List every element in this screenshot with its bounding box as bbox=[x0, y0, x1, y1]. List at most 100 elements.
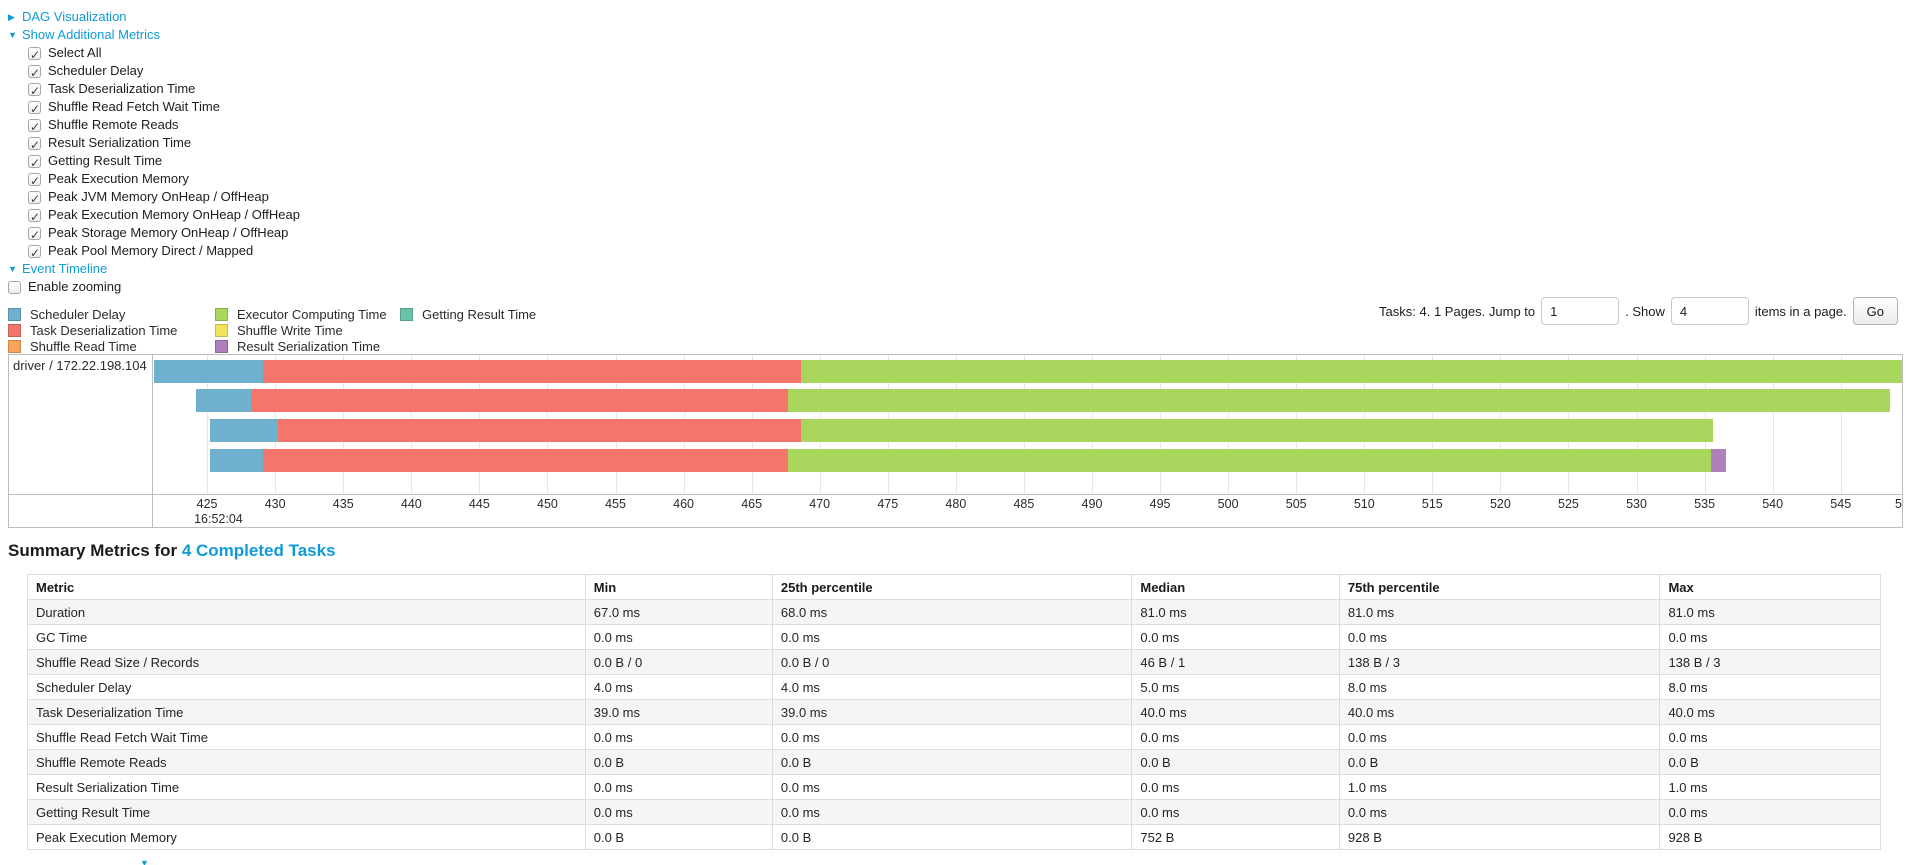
task-segment-scheduler-delay[interactable] bbox=[209, 449, 263, 472]
metric-value-cell: 0.0 ms bbox=[1338, 799, 1661, 825]
task-timeline-bar[interactable] bbox=[154, 419, 1902, 442]
executor-group-column: driver / 172.22.198.104 bbox=[9, 355, 153, 527]
metric-checkbox-row: Peak Pool Memory Direct / Mapped bbox=[8, 242, 300, 262]
axis-tick-label: 515 bbox=[1421, 497, 1443, 511]
metric-checkbox-checked[interactable] bbox=[28, 208, 41, 226]
legend-item: Getting Result Time bbox=[400, 306, 536, 322]
table-row: Peak Execution Memory 0.0 B 0.0 B 752 B 928 … bbox=[27, 824, 1881, 850]
metric-checkbox-checked[interactable] bbox=[28, 190, 41, 208]
metric-value-cell: 0.0 B bbox=[771, 824, 1133, 850]
axis-tick-label: 425 bbox=[196, 497, 218, 511]
legend-item-label: Executor Computing Time bbox=[237, 306, 387, 322]
event-timeline-label: Event Timeline bbox=[22, 261, 108, 276]
metric-value-cell: 0.0 ms bbox=[1659, 724, 1881, 750]
task-segment-task-deserialization[interactable] bbox=[250, 389, 789, 412]
axis-tick-label: 540 bbox=[1762, 497, 1784, 511]
items-per-page-input[interactable] bbox=[1670, 297, 1749, 325]
axis-tick-label: 510 bbox=[1353, 497, 1375, 511]
metric-name-cell: Getting Result Time bbox=[27, 799, 586, 825]
task-segment-executor-computing[interactable] bbox=[800, 360, 1902, 383]
table-row: Result Serialization Time 0.0 ms 0.0 ms 0.0… bbox=[27, 774, 1881, 800]
table-row: Shuffle Read Fetch Wait Time 0.0 ms 0.0 ms… bbox=[27, 724, 1881, 750]
show-additional-metrics-toggle[interactable]: ▼ Show Additional Metrics bbox=[8, 26, 300, 44]
executor-group-label: driver / 172.22.198.104 bbox=[13, 358, 147, 373]
completed-tasks-link[interactable]: 4 Completed Tasks bbox=[181, 541, 336, 560]
metrics-checkbox-list: Select All Scheduler Delay Task Deserializ… bbox=[8, 44, 300, 262]
legend-color-swatch bbox=[8, 339, 21, 353]
task-segment-task-deserialization[interactable] bbox=[262, 360, 801, 383]
metric-value-cell: 0.0 B bbox=[584, 749, 773, 775]
metric-checkbox-checked[interactable] bbox=[28, 244, 41, 262]
axis-tick-label: 490 bbox=[1081, 497, 1103, 511]
metric-checkbox-checked[interactable] bbox=[28, 100, 41, 118]
timeline-gridline bbox=[1772, 355, 1774, 494]
axis-tick-label: 470 bbox=[809, 497, 831, 511]
task-timeline-bar[interactable] bbox=[154, 449, 1902, 472]
task-segment-executor-computing[interactable] bbox=[788, 449, 1712, 472]
metric-checkbox-checked[interactable] bbox=[28, 172, 41, 190]
enable-zooming-checkbox[interactable] bbox=[8, 280, 21, 294]
go-button[interactable]: Go bbox=[1852, 297, 1898, 325]
metric-value-cell: 0.0 B bbox=[771, 749, 1133, 775]
task-segment-scheduler-delay[interactable] bbox=[196, 389, 251, 412]
axis-tick-label: 450 bbox=[536, 497, 558, 511]
task-segment-scheduler-delay[interactable] bbox=[154, 360, 263, 383]
metric-checkbox-label: Result Serialization Time bbox=[48, 135, 192, 150]
task-timeline-bar[interactable] bbox=[154, 389, 1902, 412]
metric-value-cell: 68.0 ms bbox=[771, 599, 1133, 625]
axis-tick-label: 445 bbox=[468, 497, 490, 511]
task-segment-executor-computing[interactable] bbox=[800, 419, 1713, 442]
metric-checkbox-label: Shuffle Read Fetch Wait Time bbox=[48, 99, 220, 114]
metric-name-cell: Task Deserialization Time bbox=[27, 699, 586, 725]
task-segment-task-deserialization[interactable] bbox=[277, 419, 801, 442]
task-segment-result-serialization[interactable] bbox=[1711, 449, 1727, 472]
cut-off-heading-text: ▃▃ bbox=[153, 859, 176, 865]
metric-checkbox-checked[interactable] bbox=[28, 64, 41, 82]
metric-checkbox-checked[interactable] bbox=[28, 136, 41, 154]
metric-value-cell: 138 B / 3 bbox=[1659, 649, 1881, 675]
axis-tick-label: 475 bbox=[877, 497, 899, 511]
metric-checkbox-checked[interactable] bbox=[28, 46, 41, 64]
cut-off-next-section: ▼ ▃▃ bbox=[140, 858, 370, 865]
timeline-plot-area bbox=[154, 355, 1902, 494]
legend-item-label: Shuffle Read Time bbox=[30, 338, 137, 354]
axis-tick-label: 435 bbox=[332, 497, 354, 511]
axis-tick-label: 440 bbox=[400, 497, 422, 511]
metric-checkbox-row: Shuffle Remote Reads bbox=[8, 116, 300, 136]
metric-value-cell: 138 B / 3 bbox=[1338, 649, 1661, 675]
event-timeline-toggle[interactable]: ▼ Event Timeline bbox=[8, 260, 300, 278]
task-segment-executor-computing[interactable] bbox=[788, 389, 1890, 412]
metric-checkbox-checked[interactable] bbox=[28, 82, 41, 100]
metric-value-cell: 928 B bbox=[1659, 824, 1881, 850]
metric-value-cell: 1.0 ms bbox=[1338, 774, 1661, 800]
metric-value-cell: 0.0 ms bbox=[584, 624, 773, 650]
column-header-median: Median bbox=[1131, 574, 1340, 600]
metric-checkbox-checked[interactable] bbox=[28, 118, 41, 136]
column-header-max: Max bbox=[1659, 574, 1881, 600]
table-row: Duration 67.0 ms 68.0 ms 81.0 ms 81.0 ms 81.0… bbox=[27, 599, 1881, 625]
metric-value-cell: 39.0 ms bbox=[584, 699, 773, 725]
dag-visualization-toggle[interactable]: ▶ DAG Visualization bbox=[8, 8, 300, 26]
metric-value-cell: 0.0 ms bbox=[1131, 774, 1340, 800]
column-header-25th-percentile: 25th percentile bbox=[771, 574, 1133, 600]
axis-tick-label: 535 bbox=[1694, 497, 1716, 511]
legend-color-swatch bbox=[8, 323, 21, 337]
axis-tick-label: 495 bbox=[1149, 497, 1171, 511]
metric-value-cell: 5.0 ms bbox=[1131, 674, 1340, 700]
metric-checkbox-checked[interactable] bbox=[28, 226, 41, 244]
metric-checkbox-checked[interactable] bbox=[28, 154, 41, 172]
task-segment-scheduler-delay[interactable] bbox=[209, 419, 278, 442]
chevron-right-icon: ▶ bbox=[8, 12, 15, 22]
legend-item: Shuffle Write Time bbox=[215, 322, 400, 338]
axis-tick-label: 525 bbox=[1558, 497, 1579, 511]
timeline-controls-panel: ▶ DAG Visualization ▼ Show Additional Me… bbox=[8, 8, 300, 296]
metric-value-cell: 81.0 ms bbox=[1131, 599, 1340, 625]
metric-value-cell: 0.0 B bbox=[1659, 749, 1881, 775]
jump-to-page-input[interactable] bbox=[1541, 297, 1620, 325]
metric-value-cell: 40.0 ms bbox=[1338, 699, 1661, 725]
task-timeline-bar[interactable] bbox=[154, 360, 1902, 383]
legend-item: Scheduler Delay bbox=[8, 306, 215, 322]
legend-item-label: Getting Result Time bbox=[422, 306, 537, 322]
task-segment-task-deserialization[interactable] bbox=[262, 449, 789, 472]
metric-checkbox-label: Scheduler Delay bbox=[48, 63, 144, 78]
